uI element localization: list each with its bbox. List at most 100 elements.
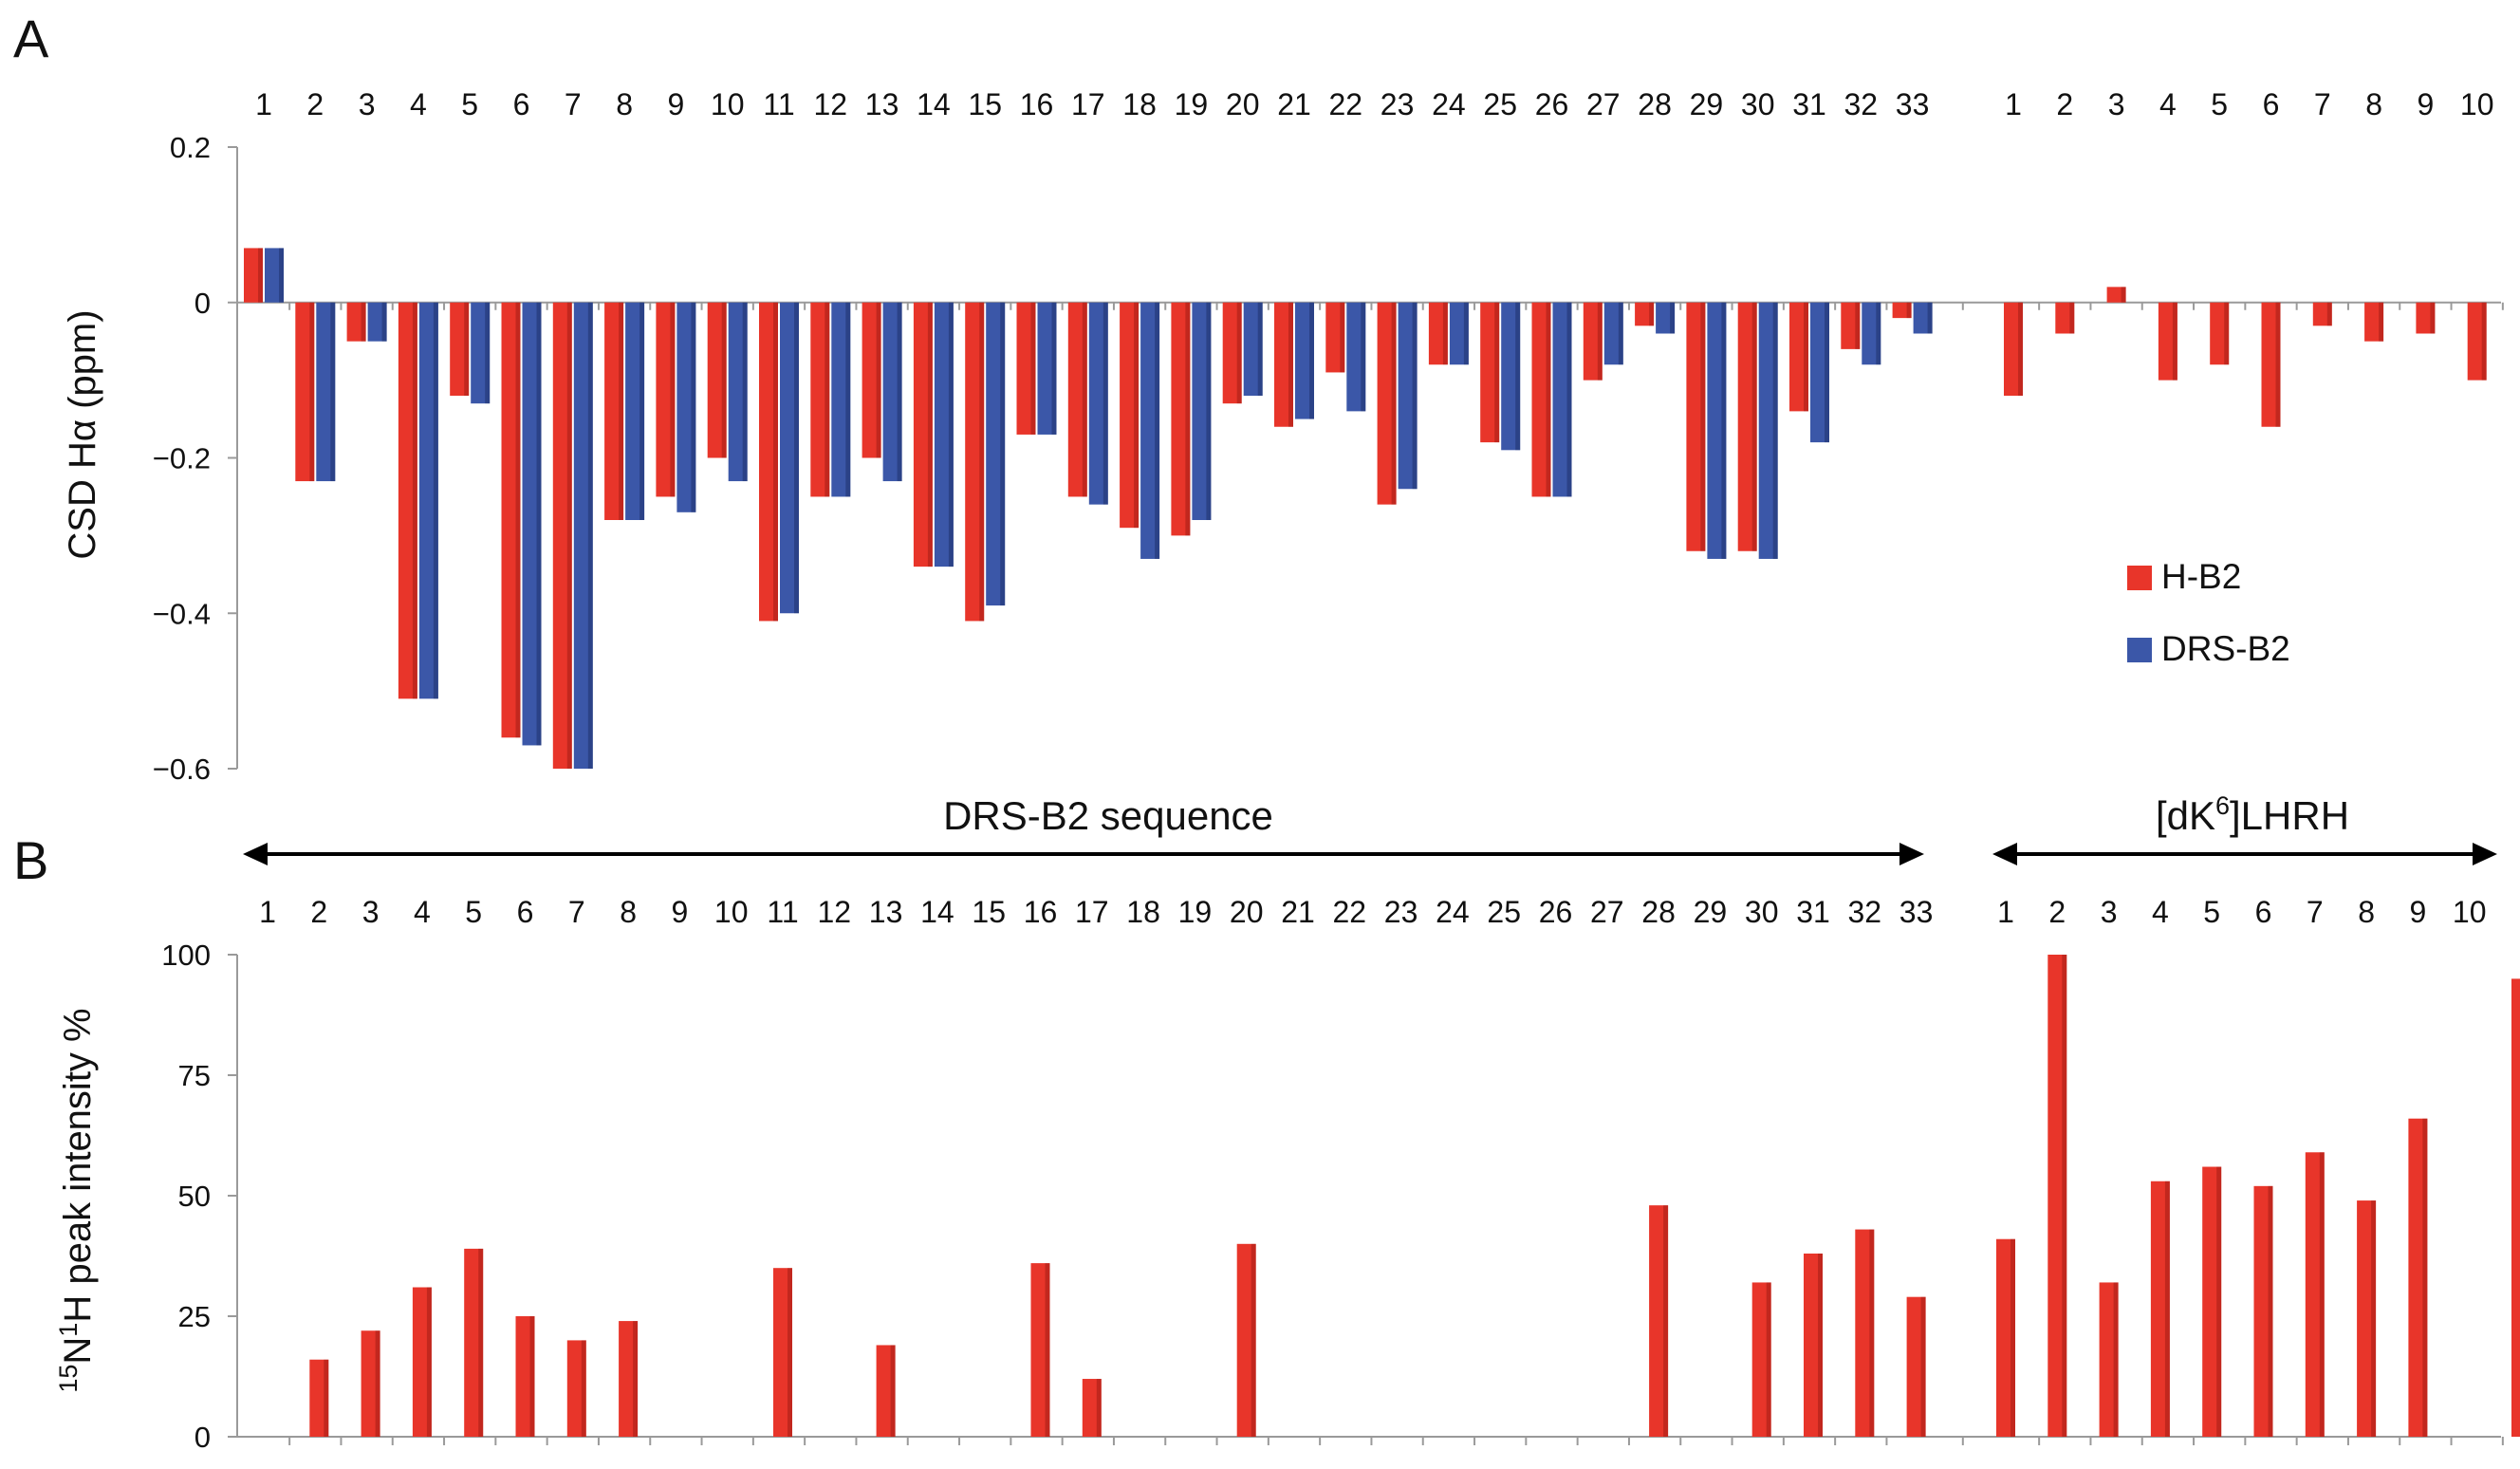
chart-a-bar-drs-b2 [986, 302, 1006, 606]
chart-a-bar-drs-b2 [625, 302, 645, 520]
chart-a-residue-label: 33 [1896, 87, 1930, 121]
chart-a-bar-drs-b2 [265, 248, 284, 303]
chart-b-bar [876, 1345, 896, 1437]
chart-a-bar-drs-b2 [1346, 302, 1366, 412]
chart-a-bar-h-b2 [604, 302, 624, 520]
chart-a-residue-label: 3 [359, 87, 376, 121]
chart-a-bar-drs-b2 [831, 302, 851, 497]
chart-a-bar-h-b2 [1325, 302, 1345, 373]
chart-b-y-tick-label: 50 [178, 1180, 211, 1213]
chart-b-residue-label: 21 [1281, 895, 1315, 929]
chart-b-residue-label: 17 [1075, 895, 1109, 929]
chart-b-bar-shade [2164, 1181, 2170, 1437]
chart-b-residue-label: 5 [465, 895, 482, 929]
chart-a-bar-h-b2-shade [1236, 302, 1242, 404]
chart-b-bar [1030, 1263, 1050, 1437]
chart-b-residue-label: 24 [1436, 895, 1470, 929]
chart-b-bar-shade [581, 1340, 586, 1437]
chart-a-bar-h-b2 [862, 302, 881, 458]
chart-a-bar-h-b2-shade [619, 302, 624, 520]
chart-a-residue-label: 7 [565, 87, 582, 121]
chart-a-residue-label-lhrh: 2 [2056, 87, 2073, 121]
chart-a-residue-label: 6 [513, 87, 530, 121]
chart-a-residue-label: 8 [616, 87, 633, 121]
chart-b-bar [1649, 1205, 1669, 1437]
chart-a-residue-label-lhrh: 10 [2460, 87, 2494, 121]
chart-a-residue-label-lhrh: 8 [2365, 87, 2382, 121]
chart-b-residue-label: 4 [414, 895, 431, 929]
chart-a-bar-drs-b2 [1656, 302, 1676, 334]
chart-b-bar [1804, 1253, 1823, 1437]
chart-a-bar-h-b2 [1120, 302, 1140, 529]
chart-a-residue-label: 30 [1741, 87, 1775, 121]
chart-b-bar-shade [1766, 1282, 1771, 1437]
chart-a-bar-h-b2 [1789, 302, 1808, 412]
chart-b-bar-shade [1818, 1253, 1823, 1437]
chart-a-y-tick-label: −0.2 [153, 442, 211, 475]
chart-b-y-tick-label: 0 [195, 1421, 211, 1454]
chart-a-bar-h-b2 [759, 302, 778, 622]
chart-a-bar-h-b2 [1841, 302, 1861, 349]
chart-a-residue-label: 27 [1586, 87, 1621, 121]
chart-a-bar-h-b2-lhrh-shade [2326, 302, 2332, 326]
chart-a-bar-h-b2 [1222, 302, 1242, 404]
chart-a-bar-drs-b2 [1758, 302, 1778, 559]
chart-b-residue-label: 2 [310, 895, 327, 929]
chart-a-bar-h-b2 [1480, 302, 1500, 443]
chart-b-residue-label: 20 [1230, 895, 1264, 929]
chart-a-bar-drs-b2 [316, 302, 336, 482]
chart-a-bar-h-b2-shade [515, 302, 521, 738]
chart-a-bars [244, 248, 2487, 769]
chart-a-bar-h-b2 [1531, 302, 1551, 497]
chart-b-bar-shade [1663, 1205, 1669, 1437]
chart-a-residue-label: 16 [1020, 87, 1054, 121]
chart-a-bar-h-b2-shade [566, 302, 572, 769]
chart-a-bar-h-b2-shade [1185, 302, 1191, 536]
chart-b-residue-label: 15 [972, 895, 1006, 929]
chart-b-bar-shade [2319, 1152, 2325, 1437]
sequence-arrows: DRS-B2 sequence [dK6]LHRH [243, 791, 2497, 865]
chart-b-residue-label-lhrh: 8 [2358, 895, 2375, 929]
chart-a-residue-label: 4 [410, 87, 427, 121]
chart-a-bar-drs-b2 [1295, 302, 1314, 419]
chart-b-residue-label: 33 [1899, 895, 1934, 929]
chart-b-bar [1855, 1229, 1875, 1437]
chart-b-residue-label: 29 [1694, 895, 1728, 929]
chart-a-y-axis-title: CSD Hα (ppm) [62, 309, 103, 559]
chart-b-bar-shade [633, 1321, 639, 1437]
chart-b-residue-label: 10 [714, 895, 749, 929]
chart-b-bar [309, 1359, 329, 1437]
chart-a-residue-label: 22 [1329, 87, 1363, 121]
chart-a-bar-h-b2-shade [309, 302, 315, 482]
chart-a-bar-drs-b2-shade [794, 302, 799, 614]
chart-a-bar-h-b2-shade [1597, 302, 1603, 381]
chart-a-bar-h-b2-shade [258, 248, 263, 303]
chart-b-residue-label-lhrh: 7 [2307, 895, 2324, 929]
chart-a-bar-h-b2-lhrh-shade [2121, 287, 2126, 303]
chart-b-bars [309, 955, 2520, 1437]
chart-a-bar-h-b2-shade [1546, 302, 1551, 497]
chart-a-bar-h-b2-lhrh [2416, 302, 2436, 334]
chart-a-residue-label: 29 [1690, 87, 1724, 121]
chart-a-bar-drs-b2-shade [1670, 302, 1676, 334]
chart-a-bar-h-b2-lhrh [2106, 287, 2126, 303]
chart-a-bar-drs-b2-shade [1257, 302, 1263, 396]
chart-a-bar-drs-b2 [573, 302, 593, 769]
chart-a-bar-h-b2 [1583, 302, 1603, 381]
chart-b-bar [2202, 1166, 2222, 1437]
chart-a-bar-h-b2 [1067, 302, 1087, 497]
chart-a-bar-h-b2-lhrh-shade [2069, 302, 2075, 334]
chart-b-bar-shade [529, 1316, 535, 1437]
chart-a-bar-h-b2-lhrh-shade [2275, 302, 2281, 427]
chart-a-bar-h-b2 [913, 302, 933, 567]
chart-a-residue-labels: 1 2 3 4 5 6 7 8 9 10 11 12 13 14 15 16 17 18 19 20 21 22 23 24 2… [255, 87, 2493, 121]
chart-b-y-tick-label: 75 [178, 1059, 211, 1092]
chart-a-bar-drs-b2-shade [279, 248, 284, 303]
chart-a-bar-h-b2-lhrh [2055, 302, 2075, 334]
chart-b-residue-label: 26 [1539, 895, 1573, 929]
chart-a-bar-h-b2-lhrh-shade [2172, 302, 2177, 381]
chart-a-bar-drs-b2 [522, 302, 542, 746]
chart-b-residue-label: 14 [920, 895, 954, 929]
chart-b-residue-label: 7 [568, 895, 585, 929]
chart-b-bar [2150, 1181, 2170, 1437]
